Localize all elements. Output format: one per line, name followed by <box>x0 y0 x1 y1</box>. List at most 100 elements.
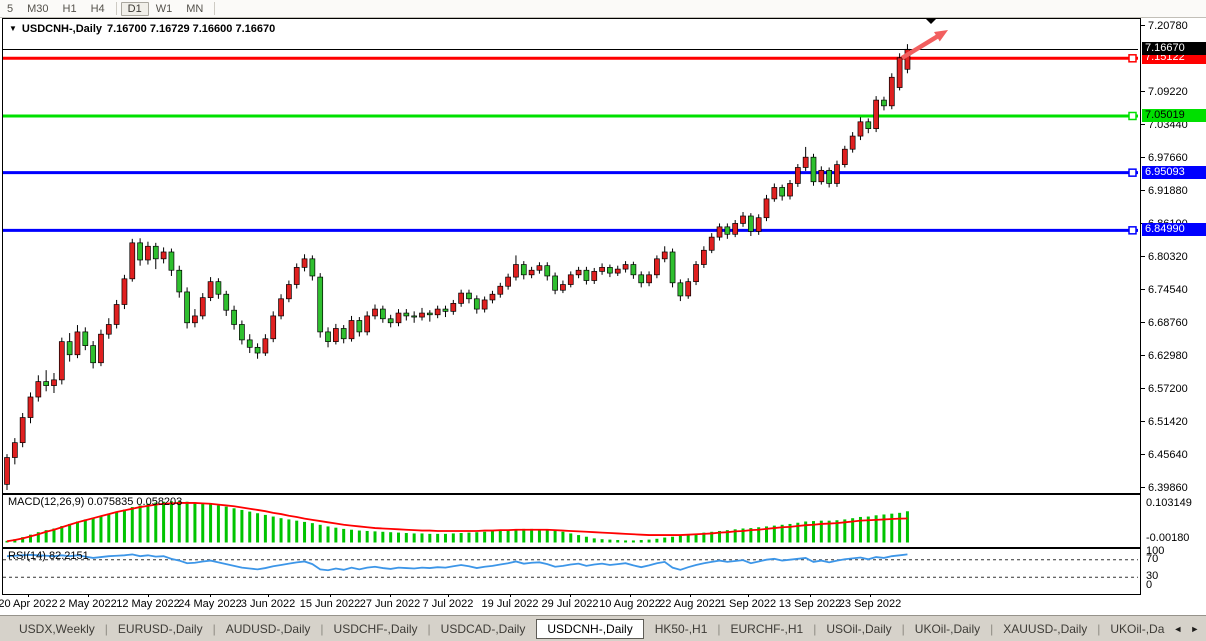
candlestick <box>395 309 402 327</box>
candlestick <box>810 153 817 186</box>
candlestick <box>896 53 903 91</box>
chart-tab-bar: USDX,Weekly | EURUSD-,Daily | AUDUSD-,Daily |… <box>0 615 1206 641</box>
arrow-annotation[interactable] <box>900 33 941 60</box>
line-handle[interactable] <box>1128 226 1137 235</box>
candlestick <box>646 271 652 287</box>
candlestick-chart[interactable] <box>3 19 1138 491</box>
candlestick <box>450 299 457 315</box>
line-handle[interactable] <box>1128 54 1137 63</box>
date-tick <box>148 594 149 597</box>
timeframe-button-5[interactable]: 5 <box>7 2 14 15</box>
tab-scroll-right-icon[interactable]: ► <box>1190 623 1200 634</box>
tab-scroll-left-icon[interactable]: ◄ <box>1173 623 1183 634</box>
candlestick <box>567 271 574 288</box>
chart-tab-ukoil-da[interactable]: UKOil-,Da <box>1110 621 1165 636</box>
rsi-line <box>6 553 908 572</box>
timeframe-button-h1[interactable]: H1 <box>62 2 77 15</box>
macd-histogram-bar <box>843 519 847 543</box>
candlestick <box>708 233 715 254</box>
macd-histogram-bar <box>874 515 878 543</box>
macd-histogram-bar <box>858 516 862 543</box>
macd-histogram-bar <box>193 502 197 543</box>
macd-histogram-bar <box>725 530 729 543</box>
price-label-support-green: 7.05019 <box>1142 108 1206 122</box>
candlestick <box>458 289 464 307</box>
arrow-annotation-head[interactable] <box>934 30 948 42</box>
candlestick <box>818 166 825 185</box>
candlestick <box>160 247 167 264</box>
macd-histogram-bar <box>702 532 706 543</box>
macd-histogram-bar <box>318 524 322 543</box>
macd-panel[interactable]: MACD(12,26,9) 0.075835 0.058203 <box>2 494 1141 548</box>
macd-histogram-bar <box>60 526 64 543</box>
timeframe-button-mn[interactable]: MN <box>186 2 204 15</box>
chart-tab-usdchf-daily[interactable]: USDCHF-,Daily <box>333 621 418 636</box>
date-label: 20 Apr 2022 <box>0 598 58 610</box>
macd-histogram-bar <box>122 509 126 543</box>
chart-title-symbol: USDCNH-,Daily <box>21 23 102 35</box>
chart-tab-usdcnh-daily[interactable]: USDCNH-,Daily <box>536 618 644 639</box>
timeframe-button-w1[interactable]: W1 <box>155 2 173 15</box>
candlestick <box>426 310 433 322</box>
macd-axis-label: -0.00180 <box>1146 532 1190 544</box>
candlestick <box>356 317 363 337</box>
date-tick <box>390 594 391 597</box>
candlestick <box>66 333 73 362</box>
chart-tab-usoil-daily[interactable]: USOil-,Daily <box>826 621 892 636</box>
chart-tab-audusd-daily[interactable]: AUDUSD-,Daily <box>225 621 311 636</box>
chart-tab-ukoil-daily[interactable]: UKOil-,Daily <box>914 621 981 636</box>
rsi-indicator-label: RSI(14) 82.2151 <box>8 550 89 562</box>
candlestick <box>763 194 770 222</box>
candlestick <box>638 271 645 288</box>
rsi-axis-label: 30 <box>1146 570 1159 582</box>
chart-tab-usdx-weekly[interactable]: USDX,Weekly <box>19 621 95 636</box>
candlestick <box>19 412 26 448</box>
timeframe-button-m30[interactable]: M30 <box>27 2 49 15</box>
candlestick <box>661 246 668 263</box>
price-tick-label: 6.80320 <box>1141 250 1188 263</box>
macd-chart[interactable] <box>3 495 1138 545</box>
macd-histogram-bar <box>882 514 886 543</box>
price-tick-label: 6.74540 <box>1141 283 1188 296</box>
timeframe-button-h4[interactable]: H4 <box>90 2 105 15</box>
candlestick <box>614 265 621 276</box>
date-label: 1 Sep 2022 <box>719 598 777 610</box>
candlestick <box>340 325 347 344</box>
symbol-dropdown-icon[interactable]: ▼ <box>9 24 17 33</box>
tab-separator: | <box>1097 621 1101 636</box>
chart-tab-hk50-h1[interactable]: HK50-,H1 <box>654 621 708 636</box>
line-handle[interactable] <box>1128 168 1137 177</box>
macd-histogram-bar <box>224 506 228 543</box>
date-label: 7 Jul 2022 <box>422 598 474 610</box>
candlestick <box>4 454 10 491</box>
line-handle[interactable] <box>1128 111 1137 121</box>
candlestick <box>849 132 856 153</box>
price-chart-panel[interactable]: ▼ USDCNH-,Daily 7.16700 7.16729 7.16600 … <box>2 18 1141 494</box>
macd-histogram-bar <box>905 511 909 543</box>
rsi-chart[interactable] <box>3 549 1138 592</box>
tab-separator: | <box>717 621 721 636</box>
candlestick <box>184 287 190 329</box>
macd-histogram-bar <box>263 514 267 543</box>
chart-tab-usdcad-daily[interactable]: USDCAD-,Daily <box>440 621 526 636</box>
rsi-axis-label: 100 <box>1146 545 1165 557</box>
candlestick <box>873 96 879 133</box>
timeframe-button-d1[interactable]: D1 <box>120 1 149 16</box>
chart-tab-xauusd-daily[interactable]: XAUUSD-,Daily <box>1003 621 1088 636</box>
candlestick <box>286 280 292 303</box>
candlestick <box>223 290 230 316</box>
chart-tab-eurchf-h1[interactable]: EURCHF-,H1 <box>730 621 804 636</box>
rsi-panel[interactable]: RSI(14) 82.2151 <box>2 548 1141 595</box>
date-label: 2 May 2022 <box>59 598 117 610</box>
macd-histogram-bar <box>741 528 745 543</box>
candlestick <box>881 96 887 111</box>
candlestick <box>787 180 793 200</box>
date-label: 29 Jul 2022 <box>541 598 599 610</box>
rsi-axis-label: 70 <box>1146 553 1159 565</box>
chart-tab-eurusd-daily[interactable]: EURUSD-,Daily <box>117 621 203 636</box>
macd-histogram-bar <box>804 521 808 543</box>
macd-histogram-bar <box>240 509 244 543</box>
candlestick <box>90 341 96 369</box>
macd-histogram-bar <box>600 539 604 543</box>
toolbar-separator <box>214 2 216 15</box>
